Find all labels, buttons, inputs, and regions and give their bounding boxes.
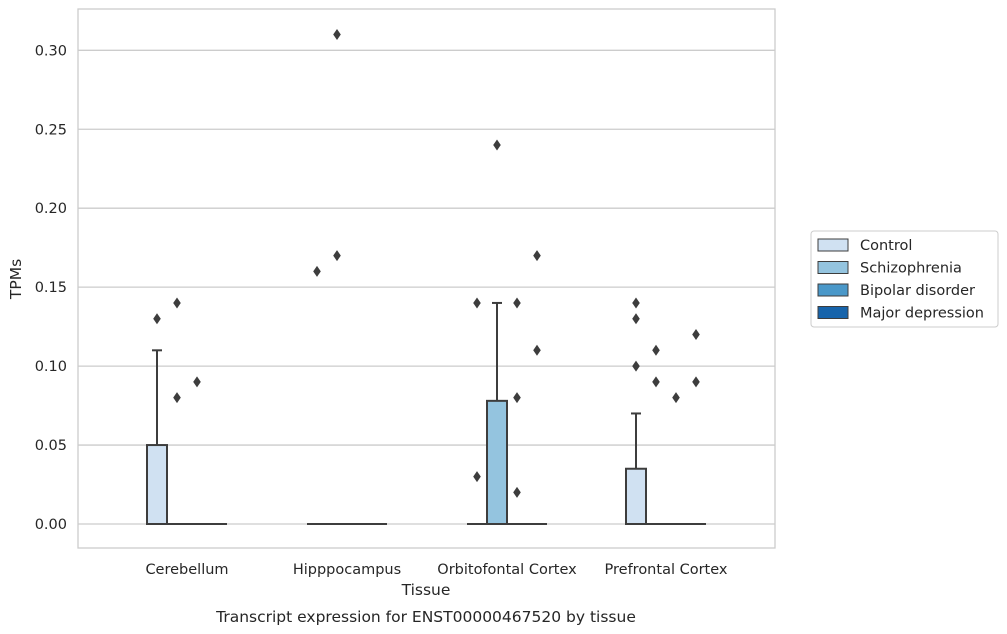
series-group: [207, 250, 706, 525]
y-tick-label: 0.10: [35, 359, 67, 375]
series-group: [167, 29, 666, 526]
x-axis-label: Tissue: [401, 581, 451, 599]
legend-label: Bipolar disorder: [860, 283, 975, 299]
outlier-point: [692, 376, 700, 388]
outlier-point: [513, 486, 521, 498]
box: [187, 376, 207, 525]
box: [167, 297, 187, 525]
box: [507, 297, 527, 525]
series-group: [146, 265, 647, 525]
x-tick-label: Hipppocampus: [293, 562, 401, 578]
y-tick-label: 0.20: [35, 201, 67, 217]
box: [146, 313, 168, 525]
box-series: [146, 29, 706, 526]
x-axis-ticks: Cerebellum Hipppocampus Orbitofontal Corte…: [145, 562, 727, 578]
outlier-point: [193, 376, 201, 388]
legend: Control Schizophrenia Bipolar disorder Majo…: [810, 230, 999, 328]
outlier-point: [652, 344, 660, 356]
box: [467, 297, 487, 525]
box: [327, 29, 347, 525]
plot-area-frame: [77, 8, 776, 549]
box: [307, 265, 327, 525]
outlier-point: [333, 29, 341, 41]
outlier-point: [173, 297, 181, 309]
y-tick-label: 0.00: [35, 517, 67, 533]
y-axis-label: TPMs: [7, 259, 25, 300]
box-body: [486, 399, 508, 526]
box: [646, 344, 666, 525]
legend-label: Schizophrenia: [860, 261, 962, 277]
series-group: [187, 297, 686, 525]
outlier-point: [473, 297, 481, 309]
outlier-point: [632, 297, 640, 309]
legend-label: Major depression: [860, 306, 984, 322]
box: [666, 392, 686, 525]
x-tick-label: Orbitofontal Cortex: [437, 562, 577, 578]
outlier-point: [333, 250, 341, 262]
outlier-point: [533, 344, 541, 356]
gridlines: [78, 49, 775, 525]
y-tick-label: 0.25: [35, 122, 67, 138]
box: [527, 250, 547, 525]
legend-frame: [810, 230, 999, 328]
box-body: [625, 467, 647, 525]
outlier-point: [313, 265, 321, 277]
outlier-point: [533, 250, 541, 262]
x-tick-label: Prefrontal Cortex: [605, 562, 728, 578]
outlier-point: [173, 392, 181, 404]
box: [686, 329, 706, 525]
outlier-point: [632, 360, 640, 372]
box-body: [146, 444, 168, 525]
outlier-point: [493, 139, 501, 151]
outlier-point: [632, 313, 640, 325]
outlier-point: [692, 329, 700, 341]
legend-swatch: [817, 238, 849, 252]
legend-label: Control: [860, 238, 912, 254]
legend-swatch: [817, 283, 849, 297]
outlier-point: [473, 471, 481, 483]
outlier-point: [513, 297, 521, 309]
outlier-point: [652, 376, 660, 388]
x-tick-label: Cerebellum: [145, 562, 228, 578]
y-tick-label: 0.15: [35, 280, 67, 296]
legend-swatch: [817, 306, 849, 319]
y-tick-label: 0.05: [35, 438, 67, 454]
chart-caption: Transcript expression for ENST0000046752…: [215, 608, 636, 626]
y-axis-ticks: 0.00 0.05 0.10 0.15 0.20 0.25 0.30: [35, 43, 67, 533]
y-tick-label: 0.30: [35, 43, 67, 59]
box: [625, 297, 647, 525]
outlier-point: [672, 392, 680, 404]
outlier-point: [513, 392, 521, 404]
outlier-point: [153, 313, 161, 325]
legend-swatch: [817, 261, 849, 274]
box: [486, 139, 508, 526]
